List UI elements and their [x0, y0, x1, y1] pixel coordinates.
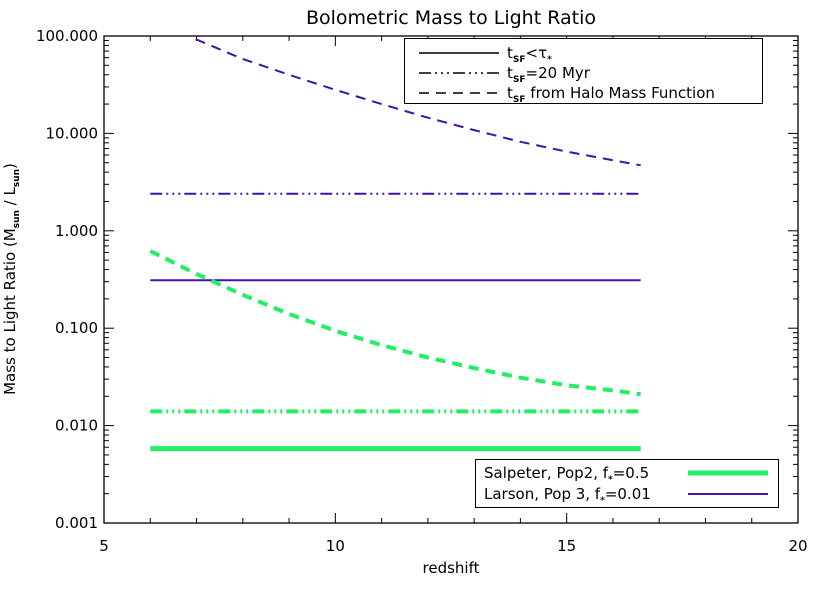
y-axis-label-end: ) — [1, 163, 19, 169]
style-legend-text: t — [507, 64, 513, 82]
style-legend-text: t — [507, 84, 513, 102]
y-axis-label-sub2: sun — [12, 169, 22, 187]
model-legend-text: Larson, Pop 3, f — [484, 485, 601, 503]
style-legend-sub: SF — [512, 75, 526, 85]
style-legend-label: tSF=20 Myr — [507, 64, 590, 85]
model-legend-sub: * — [600, 496, 605, 506]
y-axis-label: Mass to Light Ratio (Msun / Lsun) — [1, 163, 22, 395]
y-tick-label: 10.000 — [46, 124, 99, 142]
y-axis-label-sub1: sun — [12, 210, 22, 228]
y-tick-label: 0.001 — [55, 514, 98, 532]
style-legend-rest: =20 Myr — [525, 64, 590, 82]
plot-frame — [103, 35, 799, 524]
y-axis-label-mid: / L — [1, 186, 19, 210]
style-legend-swatch — [419, 72, 499, 74]
style-legend-sub2: * — [547, 55, 552, 65]
x-axis-label: redshift — [423, 559, 480, 577]
y-tick-label: 100.000 — [36, 27, 98, 45]
style-legend-sub: SF — [512, 95, 526, 105]
model-legend-rest: =0.01 — [604, 485, 651, 503]
x-tick-label: 20 — [788, 537, 807, 555]
style-legend-sub: SF — [512, 55, 526, 65]
style-legend-rest: from Halo Mass Function — [525, 84, 715, 102]
x-tick-label: 10 — [326, 537, 345, 555]
model-legend-swatch — [688, 493, 768, 495]
style-legend-text: t — [507, 44, 513, 62]
x-tick-label: 5 — [99, 537, 109, 555]
series-line-dashed — [149, 249, 641, 397]
model-legend-label: Larson, Pop 3, f*=0.01 — [484, 485, 651, 506]
model-legend-text: Salpeter, Pop2, f — [484, 464, 609, 482]
y-tick-label: 1.000 — [55, 222, 98, 240]
x-tick-label: 15 — [557, 537, 576, 555]
style-legend-label: tSF from Halo Mass Function — [507, 84, 715, 105]
y-axis-label-main: Mass to Light Ratio (M — [1, 228, 19, 395]
y-tick-label: 0.100 — [55, 319, 98, 337]
model-legend-sub: * — [608, 475, 613, 485]
y-tick-label: 0.010 — [55, 417, 98, 435]
plot-area: 5 10 15 20 0.001 0.010 0.100 1.000 10.000 100.000 — [36, 27, 808, 555]
chart-title: Bolometric Mass to Light Ratio — [306, 7, 596, 29]
style-legend-label: tSF<τ* — [507, 44, 552, 65]
series-line-dashed — [187, 36, 641, 167]
style-legend-swatch — [419, 52, 499, 54]
model-legend-label: Salpeter, Pop2, f*=0.5 — [484, 464, 649, 485]
style-legend-rest: <τ — [525, 44, 548, 62]
style-legend-swatch — [419, 92, 499, 94]
style-legend: tSF<τ* tSF=20 Myr tSF from Halo Mass Funct… — [404, 38, 763, 105]
model-legend: Salpeter, Pop2, f*=0.5 Larson, Pop 3, f*=… — [475, 459, 779, 508]
model-legend-swatch — [688, 470, 768, 476]
model-legend-rest: =0.5 — [612, 464, 650, 482]
